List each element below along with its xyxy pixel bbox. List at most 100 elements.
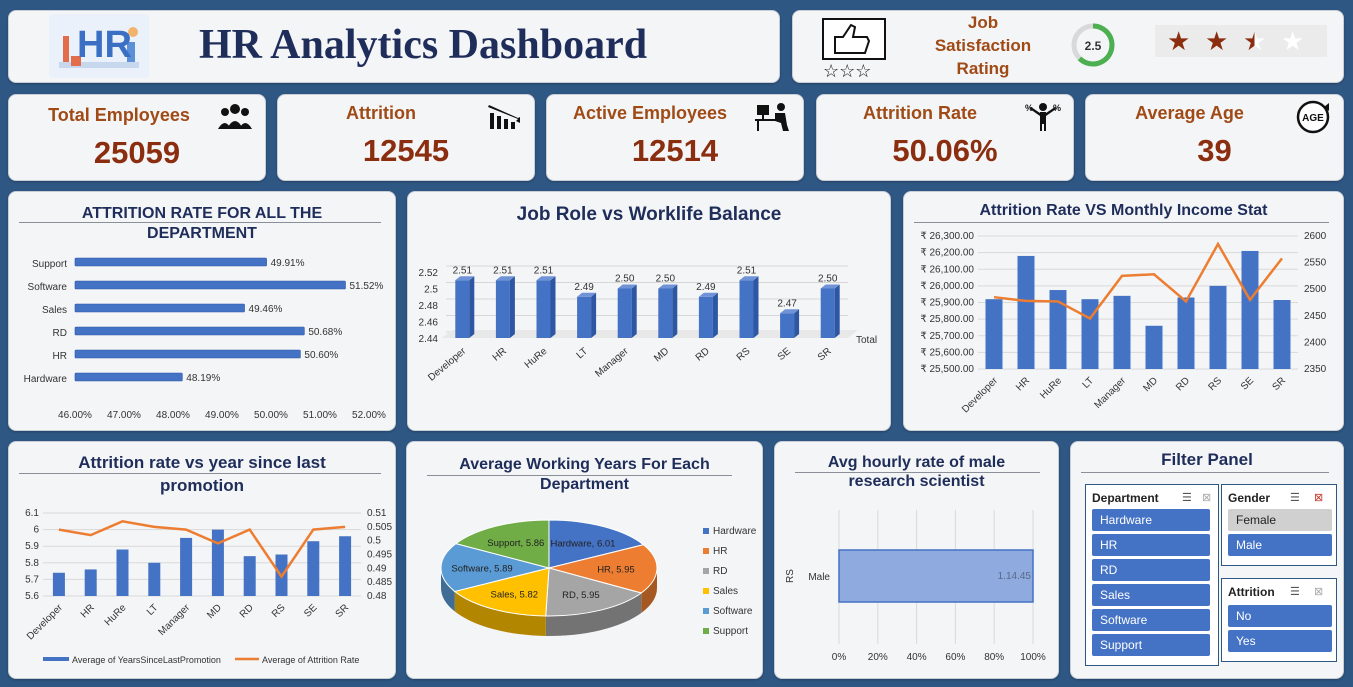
y-left-tick-label: ₹ 25,900.00 [920,298,974,309]
title-underline [19,473,381,474]
header-panel: HR HR Analytics Dashboard [8,10,780,83]
bar [1049,290,1067,369]
bar [116,549,129,596]
department-slicer: Department ☰ ⊠ Hardware HR RD Sales Soft… [1085,484,1219,666]
y-left-tick-label: 6.1 [25,508,39,519]
kpi-value: 39 [1197,133,1232,168]
slicer-item-hr[interactable]: HR [1092,534,1210,556]
bar-top [577,292,597,297]
multiselect-icon[interactable]: ☰ [1290,586,1300,598]
slicer-item-software[interactable]: Software [1092,609,1210,631]
rating-stars: ★ ★ ★ ★ [1155,25,1327,57]
hourly-rate-chart: 0% 20% 40% 60% 80% 100% Male RS 1.14.45 [785,510,1046,663]
y-tick-label: 2.5 [424,285,438,296]
chart-title-line2: promotion [159,476,245,495]
pie-slice [453,567,550,617]
svg-text:%: % [1025,103,1033,113]
multiselect-icon[interactable]: ☰ [1182,492,1192,504]
filter-panel: Filter Panel Department ☰ ⊠ Hardware HR … [1070,441,1344,679]
x-tick-label: HR [1014,375,1032,393]
bar [148,562,161,596]
y-right-tick-label: 2450 [1304,311,1327,322]
y-tick-label: HR [53,351,67,362]
bar-top [820,284,840,289]
x-tick-label: MD [652,346,671,364]
bar-top [536,276,556,281]
bar [455,280,470,338]
slicer-item-rd[interactable]: RD [1092,559,1210,581]
title-underline [19,222,381,223]
bar [74,280,346,290]
slicer-item-sales[interactable]: Sales [1092,584,1210,606]
legend-swatch [43,657,69,661]
slicer-item-support[interactable]: Support [1092,634,1210,656]
data-label: 2.50 [818,274,838,285]
series-line [58,520,346,579]
data-label: Support, 5.86 [487,538,544,549]
multiselect-icon[interactable]: ☰ [1290,492,1300,504]
x-tick-label: 48.00% [156,410,190,421]
y-tick-label: 2.46 [419,318,439,329]
bar [52,572,65,596]
bar [536,280,551,338]
bar-top [739,276,759,281]
data-label: 1.14.45 [998,571,1032,582]
attrition-income-chart: ₹ 26,300.00 ₹ 26,200.00 ₹ 26,100.00 ₹ 26,00… [920,231,1327,415]
attrition-income-chart-card: Attrition Rate VS Monthly Income Stat ₹ … [903,191,1344,431]
bar [617,288,632,338]
bar [698,296,713,338]
y-right-tick-label: 0.48 [367,591,387,602]
rating-star: ★ [1243,26,1267,56]
bar-top [495,276,515,281]
legend-label: Hardware [713,526,757,537]
desk-worker-icon [755,103,789,131]
clear-filter-icon[interactable]: ⊠ [1202,492,1212,504]
person-percent-icon: %% [1025,103,1061,131]
rating-gauge: 2.5 [1071,23,1115,67]
bar [820,288,835,338]
y-right-tick-label: 0.495 [367,550,392,561]
data-label: Software, 5.89 [451,564,512,575]
slicer-item-hardware[interactable]: Hardware [1092,509,1210,531]
y-right-tick-label: 0.505 [367,522,392,533]
filter-panel-title: Filter Panel [1161,450,1253,469]
bar-side [672,284,678,338]
chart-title-line2: research scientist [848,473,985,490]
slicer-item-yes[interactable]: Yes [1228,630,1332,652]
y-left-tick-label: ₹ 26,000.00 [920,281,974,292]
y-tick-label: 2.52 [419,268,439,279]
svg-text:☆☆☆: ☆☆☆ [823,61,871,79]
x-tick-label: SR [334,602,352,620]
y-left-tick-label: 6 [33,525,39,536]
legend-label: Average of YearsSinceLastPromotion [72,655,221,665]
page-title: HR Analytics Dashboard [199,22,648,68]
attrition-slicer: Attrition ☰ ⊠ No Yes [1221,578,1337,662]
slicer-item-no[interactable]: No [1228,605,1332,627]
bar [1273,300,1291,369]
data-label: 2.51 [493,265,513,276]
x-tick-label: Manager [1092,375,1128,411]
pie-slice [440,543,550,592]
x-tick-label: LT [575,346,590,361]
slicer-item-male[interactable]: Male [1228,534,1332,556]
x-tick-label: RD [238,602,256,620]
y-left-tick-label: 5.8 [25,558,39,569]
clear-filter-icon[interactable]: ⊠ [1314,492,1324,504]
bar [780,313,795,338]
clear-filter-icon[interactable]: ⊠ [1314,586,1324,598]
series-line [993,241,1283,321]
kpi-value: 12545 [362,133,450,168]
slicer-item-female[interactable]: Female [1228,509,1332,531]
bar-side [469,276,475,338]
y-right-tick-label: 2350 [1304,364,1327,375]
x-tick-label: RS [270,602,288,620]
bar-top [780,309,800,314]
chart-title: Job Role vs Worklife Balance [516,204,782,225]
pie-slice [545,567,643,617]
kpi-value: 12514 [631,133,719,168]
kpi-active-employees: Active Employees 12514 [546,94,804,181]
rating-star: ★ [1281,26,1305,56]
x-tick-label: HuRe [523,346,550,371]
chart-title-line2: DEPARTMENT [147,225,257,242]
data-label: 2.49 [696,282,716,293]
